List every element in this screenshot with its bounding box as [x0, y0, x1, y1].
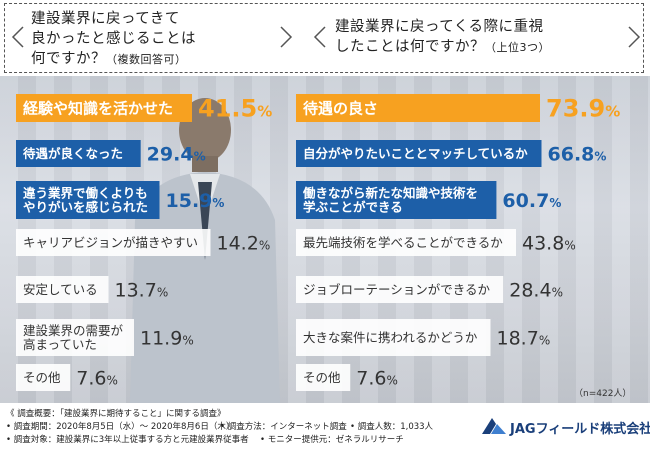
bar-label: 違う業界で働くよりも — [23, 185, 148, 200]
bar-label: 待遇の良さ — [303, 99, 378, 117]
question-right-line: したことは何ですか？ — [335, 39, 485, 55]
bar-label: 待遇が良くなった — [23, 146, 123, 161]
value-label: 7.6% — [76, 367, 118, 389]
value-label: 66.8% — [548, 143, 607, 165]
bar-label: 高まっていた — [23, 337, 97, 352]
bar-label: ジョブローテーションができるか — [303, 282, 491, 297]
bar-right-7 — [296, 364, 351, 391]
bar-left-6 — [16, 319, 134, 356]
value-label: 18.7% — [497, 327, 551, 349]
bar-right-5 — [296, 276, 504, 303]
bar-label: 学ぶことができる — [303, 200, 403, 215]
survey-count: • 調査人数：1,033人 — [350, 422, 434, 432]
question-right-line: 建設業界に戻ってくる際に重視 — [335, 19, 544, 35]
bar-label: やりがいを感じられた — [23, 200, 148, 215]
chevron-right-icon — [279, 26, 293, 48]
sample-size-note: （n=422人） — [574, 389, 632, 399]
value-label: 43.8% — [522, 232, 576, 254]
bar-label: 自分がやりたいこととマッチしているか — [303, 146, 528, 161]
survey-footer: 《 調査概要：「建設業界に期待すること」に関する調査》 • 調査期間：2020年… — [0, 403, 650, 450]
survey-period: • 調査期間：2020年8月5日（水）～ 2020年8月6日（木） — [6, 422, 235, 432]
bar-left-5 — [16, 276, 109, 303]
bar-right-3 — [296, 181, 497, 219]
bar-right-6 — [296, 319, 491, 356]
bar-label: キャリアビジョンが描きやすい — [23, 235, 198, 250]
question-right-note: （上位3つ） — [485, 41, 550, 54]
survey-provider: • モニター提供元：ゼネラルリサーチ — [260, 435, 404, 445]
chevron-left-icon — [11, 26, 25, 48]
question-left-line: 建設業界に戻ってきて — [31, 11, 180, 27]
question-left: 建設業界に戻ってきて 良かったと感じることは 何ですか？（複数回答可） — [5, 4, 300, 74]
survey-title: 《 調査概要：「建設業界に期待すること」に関する調査》 — [6, 409, 226, 419]
value-label: 41.5% — [198, 95, 272, 123]
logo-mark-icon — [482, 418, 506, 434]
question-header: 建設業界に戻ってきて 良かったと感じることは 何ですか？（複数回答可） 建設業界… — [4, 3, 644, 73]
value-label: 60.7% — [502, 190, 561, 212]
survey-method: • 調査方法：インターネット調査 — [220, 422, 347, 432]
bar-label: 建設業界の需要が — [23, 323, 124, 338]
bar-left-1 — [16, 94, 192, 122]
question-right: 建設業界に戻ってくる際に重視 したことは何ですか？（上位3つ） — [305, 4, 645, 74]
value-label: 29.4% — [147, 143, 206, 165]
question-right-text: 建設業界に戻ってくる際に重視 したことは何ですか？（上位3つ） — [335, 17, 625, 58]
chevron-left-icon — [313, 26, 327, 48]
bar-label: その他 — [23, 370, 61, 385]
bar-left-2 — [16, 140, 141, 167]
value-label: 14.2% — [217, 232, 271, 254]
bar-label: その他 — [303, 370, 341, 385]
bar-left-3 — [16, 181, 160, 219]
value-label: 15.9% — [166, 190, 225, 212]
bar-left-4 — [16, 229, 211, 256]
survey-target: • 調査対象：建設業界に3年以上従事する方と元建設業界従事者 — [6, 435, 249, 445]
value-label: 28.4% — [509, 279, 563, 301]
question-left-line: 何ですか？ — [31, 51, 106, 67]
logo-text: JAGフィールド株式会社 — [510, 422, 650, 437]
bar-label: 最先端技術を学べることができるか — [303, 235, 503, 250]
question-left-note: （複数回答可） — [106, 53, 187, 66]
bar-label: 経験や知識を活かせた — [23, 99, 173, 117]
bar-right-2 — [296, 140, 542, 167]
chevron-right-icon — [627, 26, 641, 48]
bar-left-7 — [16, 364, 71, 391]
question-left-text: 建設業界に戻ってきて 良かったと感じることは 何ですか？（複数回答可） — [31, 9, 276, 70]
value-label: 73.9% — [546, 95, 620, 123]
question-left-line: 良かったと感じることは — [31, 31, 196, 47]
value-label: 11.9% — [140, 327, 194, 349]
bar-label: 大きな案件に携われるかどうか — [303, 330, 478, 345]
value-label: 13.7% — [115, 279, 169, 301]
company-logo: JAGフィールド株式会社 — [482, 416, 650, 437]
bar-right-4 — [296, 229, 516, 256]
bar-label: 安定している — [23, 282, 98, 297]
bar-label: 働きながら新たな知識や技術を — [302, 185, 478, 200]
bar-right-1 — [296, 94, 540, 122]
value-label: 7.6% — [356, 367, 398, 389]
